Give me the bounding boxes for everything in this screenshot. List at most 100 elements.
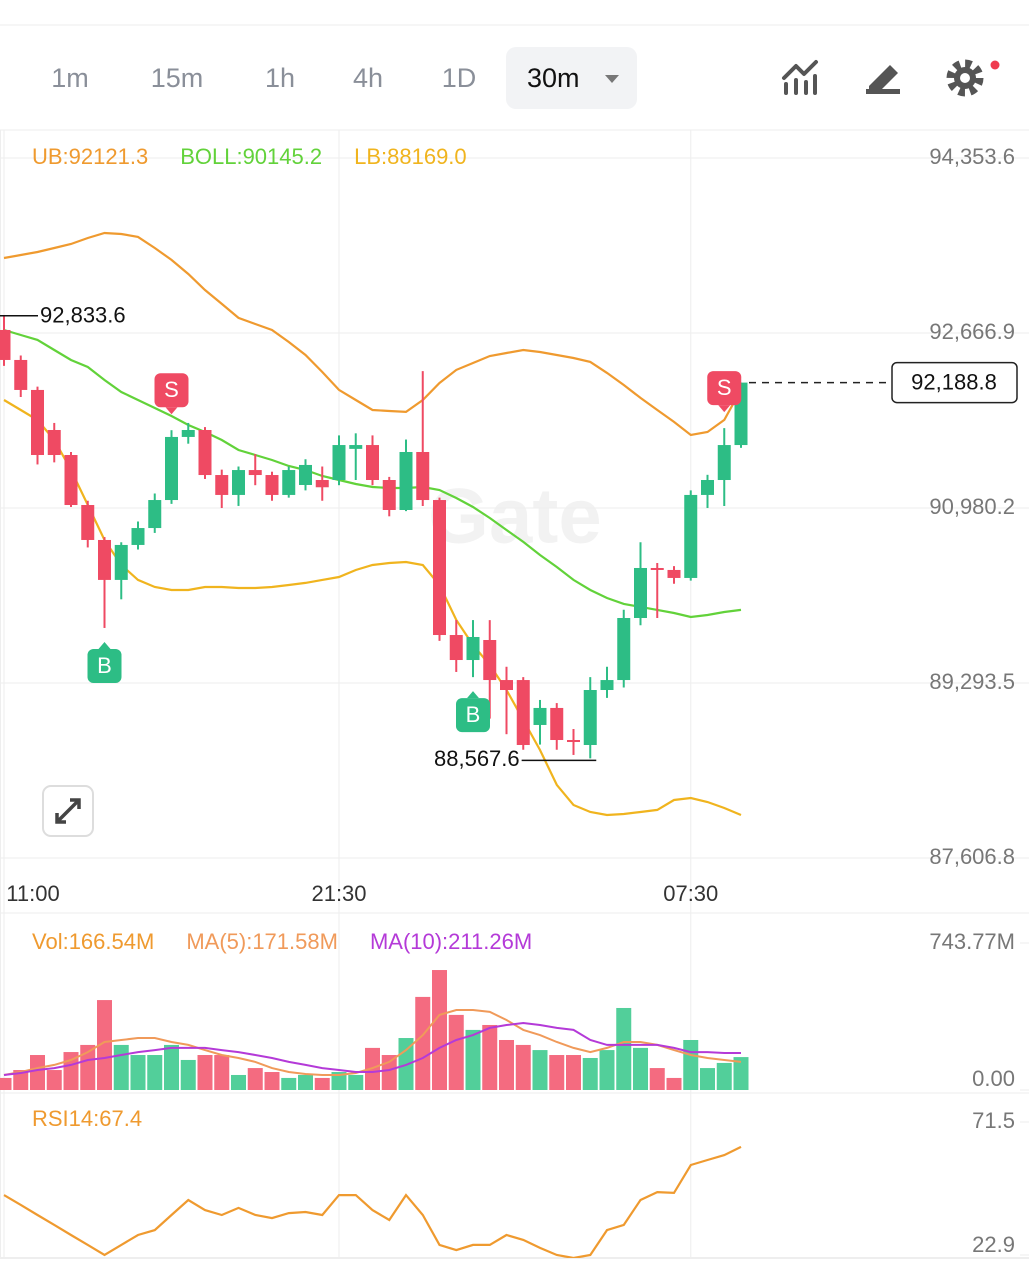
pane <box>0 970 749 1090</box>
volume-bar <box>147 1055 163 1090</box>
volume-bar <box>30 1055 45 1090</box>
active-interval-label: 30m <box>527 63 580 93</box>
candle-body <box>416 451 430 501</box>
volume-bar <box>264 1072 280 1090</box>
candle-body <box>667 569 681 578</box>
volume-bar <box>46 1070 62 1090</box>
volume-bar <box>549 1055 565 1090</box>
legend-item: LB:88169.0 <box>354 144 467 169</box>
active-interval-tab[interactable]: 30m <box>506 47 637 109</box>
candle-body <box>717 445 731 481</box>
low-label: 88,567.6 <box>434 746 520 771</box>
trade-signal: B <box>87 641 122 683</box>
bollinger-line <box>3 328 742 619</box>
legend-item: MA(5):171.58M <box>186 929 338 954</box>
volume-bar <box>432 970 447 1090</box>
candle-body <box>248 470 262 476</box>
bollinger-line <box>3 231 742 437</box>
volume-bar <box>197 1055 213 1090</box>
pane <box>0 231 748 817</box>
volume-bar <box>733 1057 749 1090</box>
candle-body <box>181 429 195 437</box>
volume-bar <box>214 1055 230 1090</box>
y-tick-label: 71.5 <box>972 1108 1015 1133</box>
volume-bar <box>164 1044 179 1090</box>
candle-body <box>31 389 44 456</box>
signal-label: B <box>97 653 112 678</box>
settings-icon[interactable] <box>946 59 1000 97</box>
volume-bar <box>80 1044 96 1090</box>
volume-bar <box>666 1077 682 1090</box>
indicator-line <box>3 1145 742 1258</box>
candle-body <box>701 480 714 495</box>
volume-bar <box>348 1074 364 1090</box>
candle-body <box>131 528 145 545</box>
candle-body <box>583 690 597 745</box>
volume-bar <box>532 1050 548 1090</box>
high-label: 92,833.6 <box>40 303 126 328</box>
signal-label: B <box>466 702 481 727</box>
candle-body <box>299 464 312 485</box>
interval-tab[interactable]: 15m <box>150 63 204 93</box>
candle-body <box>567 740 580 743</box>
volume-bar <box>247 1068 263 1090</box>
signal-label: S <box>717 375 732 400</box>
volume-bar <box>180 1059 196 1090</box>
interval-tab[interactable]: 1m <box>51 63 89 93</box>
candle-body <box>332 445 346 481</box>
y-tick-label: 87,606.8 <box>929 844 1015 869</box>
volume-bar <box>515 1044 531 1090</box>
candle-body <box>232 470 245 495</box>
candle-body <box>516 680 530 745</box>
candle-body <box>433 500 446 636</box>
candle-body <box>0 329 11 360</box>
x-tick-label: 07:30 <box>663 881 718 906</box>
volume-bar <box>314 1077 330 1090</box>
candle-body <box>550 707 564 741</box>
indicator-icon[interactable] <box>782 60 818 95</box>
volume-bar <box>231 1074 246 1090</box>
y-tick-label: 89,293.5 <box>929 669 1015 694</box>
volume-bar <box>97 1000 112 1090</box>
volume-bar <box>13 1070 29 1090</box>
candle-body <box>81 505 95 540</box>
signal-pointer <box>165 407 178 415</box>
volume-bar <box>465 1029 481 1090</box>
x-tick-label: 21:30 <box>311 881 366 906</box>
legend-item: UB:92121.3 <box>32 144 148 169</box>
interval-tab[interactable]: 4h <box>352 63 384 93</box>
x-tick-label: 11:00 <box>6 881 59 906</box>
trade-signal: S <box>154 373 189 415</box>
candle-body <box>382 480 396 510</box>
candle-body <box>466 636 480 661</box>
volume-bar <box>633 1047 648 1090</box>
y-tick-label: 22.9 <box>972 1232 1015 1257</box>
volume-bar <box>499 1039 514 1090</box>
volume-bar <box>331 1072 347 1090</box>
ma-line <box>3 1021 741 1076</box>
candle-body <box>98 539 111 580</box>
volume-bar <box>415 996 431 1090</box>
trade-signal: B <box>456 691 490 733</box>
volume-bar <box>566 1055 581 1090</box>
candle-body <box>500 680 513 691</box>
signal-pointer <box>98 641 111 649</box>
y-tick-label: 94,353.6 <box>929 144 1015 169</box>
interval-tab[interactable]: 1h <box>264 63 296 93</box>
candle-body <box>366 445 379 481</box>
volume-bar <box>716 1062 732 1090</box>
candle-body <box>634 567 647 618</box>
candle-body <box>47 429 61 456</box>
candle-body <box>600 680 614 691</box>
signal-label: S <box>164 377 179 402</box>
draw-icon[interactable] <box>866 65 900 94</box>
legend-item: BOLL:90145.2 <box>180 144 322 169</box>
interval-tab[interactable]: 1D <box>441 63 477 93</box>
watermark: Gate <box>428 472 601 560</box>
expand-button[interactable] <box>42 785 94 837</box>
candle-body <box>617 617 631 681</box>
trade-signal: S <box>707 371 742 413</box>
candle-body <box>265 475 279 495</box>
candle-body <box>165 436 178 501</box>
